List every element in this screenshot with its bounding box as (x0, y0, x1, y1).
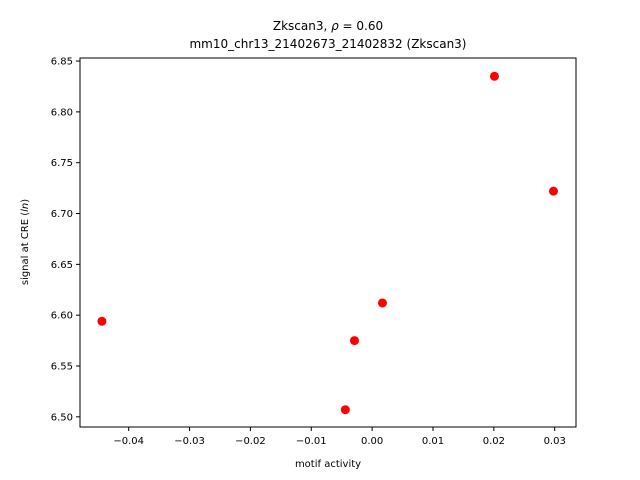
data-point-3 (377, 298, 387, 308)
y-axis-label: signal at CRE (ln) (20, 199, 31, 285)
y-tick-label: 6.70 (51, 209, 73, 220)
y-tick-label: 6.65 (51, 260, 73, 271)
y-tick-label: 6.85 (51, 57, 73, 68)
data-point-0 (97, 316, 107, 326)
x-tick-label: −0.04 (113, 436, 144, 447)
x-axis-label: motif activity (295, 459, 361, 470)
chart-title-line1: Zkscan3, ρ = 0.60 (273, 19, 383, 33)
data-point-2 (349, 336, 359, 346)
x-axis-ticks: −0.04 −0.03 −0.02 −0.01 0.00 0.01 0.02 0.03 (113, 427, 566, 447)
y-axis-ticks: 6.50 6.55 6.60 6.65 6.70 6.75 6.80 6.85 (51, 57, 80, 423)
data-point-1 (340, 405, 350, 415)
y-tick-label: 6.60 (51, 311, 73, 322)
y-axis-label-ln: ln (20, 203, 31, 212)
rho-symbol: ρ (331, 19, 339, 33)
y-tick-label: 6.75 (51, 158, 73, 169)
data-points (97, 71, 558, 415)
y-tick-label: 6.55 (51, 362, 73, 373)
x-tick-label: 0.03 (544, 436, 566, 447)
x-tick-label: −0.03 (174, 436, 205, 447)
x-tick-label: 0.01 (422, 436, 444, 447)
y-tick-label: 6.80 (51, 107, 73, 118)
chart-title-line2: mm10_chr13_21402673_21402832 (Zkscan3) (189, 37, 466, 51)
data-point-4 (489, 71, 499, 81)
x-tick-label: −0.02 (235, 436, 266, 447)
y-tick-label: 6.50 (51, 412, 73, 423)
data-point-5 (548, 186, 558, 196)
plot-frame (79, 57, 577, 428)
rho-value: 0.60 (356, 19, 383, 33)
x-tick-label: −0.01 (296, 436, 327, 447)
x-tick-label: 0.02 (483, 436, 505, 447)
x-tick-label: 0.00 (361, 436, 383, 447)
